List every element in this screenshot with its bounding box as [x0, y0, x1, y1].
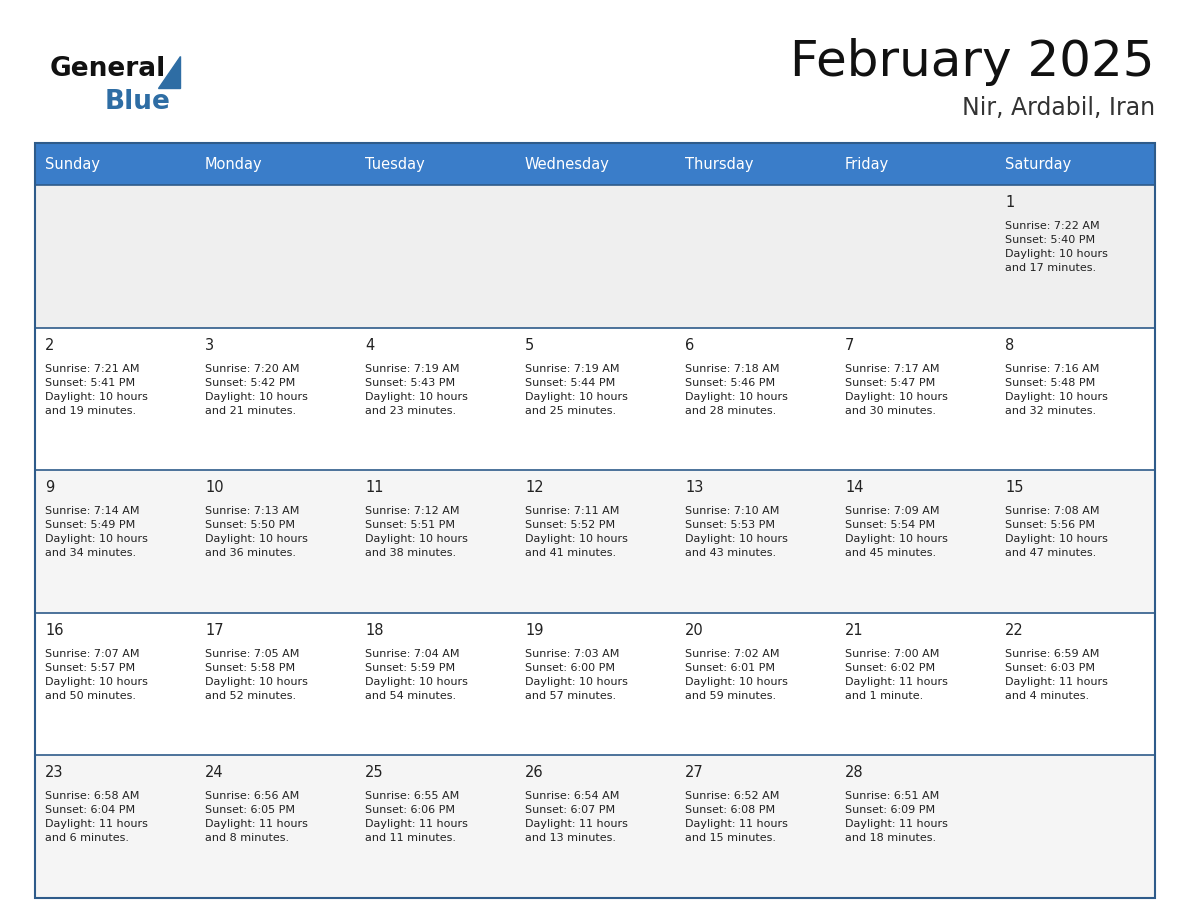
- Text: Sunrise: 7:08 AM
Sunset: 5:56 PM
Daylight: 10 hours
and 47 minutes.: Sunrise: 7:08 AM Sunset: 5:56 PM Dayligh…: [1005, 506, 1108, 558]
- Text: Sunrise: 6:59 AM
Sunset: 6:03 PM
Daylight: 11 hours
and 4 minutes.: Sunrise: 6:59 AM Sunset: 6:03 PM Dayligh…: [1005, 649, 1108, 700]
- Text: 10: 10: [206, 480, 223, 495]
- Bar: [34, 470, 1155, 613]
- Text: 17: 17: [206, 622, 223, 638]
- Text: 25: 25: [365, 766, 384, 780]
- Bar: [835, 143, 996, 185]
- Text: 23: 23: [45, 766, 63, 780]
- Text: Sunrise: 7:20 AM
Sunset: 5:42 PM
Daylight: 10 hours
and 21 minutes.: Sunrise: 7:20 AM Sunset: 5:42 PM Dayligh…: [206, 364, 308, 416]
- Text: February 2025: February 2025: [790, 38, 1155, 86]
- Text: Sunrise: 7:11 AM
Sunset: 5:52 PM
Daylight: 10 hours
and 41 minutes.: Sunrise: 7:11 AM Sunset: 5:52 PM Dayligh…: [525, 506, 628, 558]
- Text: Sunrise: 7:19 AM
Sunset: 5:44 PM
Daylight: 10 hours
and 25 minutes.: Sunrise: 7:19 AM Sunset: 5:44 PM Dayligh…: [525, 364, 628, 416]
- Text: Sunrise: 6:56 AM
Sunset: 6:05 PM
Daylight: 11 hours
and 8 minutes.: Sunrise: 6:56 AM Sunset: 6:05 PM Dayligh…: [206, 791, 308, 844]
- Text: Sunrise: 6:52 AM
Sunset: 6:08 PM
Daylight: 11 hours
and 15 minutes.: Sunrise: 6:52 AM Sunset: 6:08 PM Dayligh…: [685, 791, 788, 844]
- Polygon shape: [158, 56, 181, 88]
- Text: 5: 5: [525, 338, 535, 353]
- Text: 2: 2: [45, 338, 55, 353]
- Text: 7: 7: [845, 338, 854, 353]
- Text: Blue: Blue: [105, 89, 171, 115]
- Text: Sunrise: 7:07 AM
Sunset: 5:57 PM
Daylight: 10 hours
and 50 minutes.: Sunrise: 7:07 AM Sunset: 5:57 PM Dayligh…: [45, 649, 147, 700]
- Text: Thursday: Thursday: [685, 156, 753, 172]
- Text: 21: 21: [845, 622, 864, 638]
- Text: Nir, Ardabil, Iran: Nir, Ardabil, Iran: [962, 96, 1155, 120]
- Text: Sunrise: 6:55 AM
Sunset: 6:06 PM
Daylight: 11 hours
and 11 minutes.: Sunrise: 6:55 AM Sunset: 6:06 PM Dayligh…: [365, 791, 468, 844]
- Text: 9: 9: [45, 480, 55, 495]
- Bar: [34, 143, 195, 185]
- Text: 8: 8: [1005, 338, 1015, 353]
- Bar: [355, 143, 516, 185]
- Text: Sunrise: 7:17 AM
Sunset: 5:47 PM
Daylight: 10 hours
and 30 minutes.: Sunrise: 7:17 AM Sunset: 5:47 PM Dayligh…: [845, 364, 948, 416]
- Text: Sunrise: 7:09 AM
Sunset: 5:54 PM
Daylight: 10 hours
and 45 minutes.: Sunrise: 7:09 AM Sunset: 5:54 PM Dayligh…: [845, 506, 948, 558]
- Bar: [516, 143, 675, 185]
- Text: 12: 12: [525, 480, 544, 495]
- Bar: [34, 613, 1155, 756]
- Text: 28: 28: [845, 766, 864, 780]
- Text: 4: 4: [365, 338, 374, 353]
- Bar: [996, 143, 1155, 185]
- Text: 3: 3: [206, 338, 214, 353]
- Text: Tuesday: Tuesday: [365, 156, 425, 172]
- Text: Sunrise: 6:54 AM
Sunset: 6:07 PM
Daylight: 11 hours
and 13 minutes.: Sunrise: 6:54 AM Sunset: 6:07 PM Dayligh…: [525, 791, 628, 844]
- Text: Sunrise: 7:14 AM
Sunset: 5:49 PM
Daylight: 10 hours
and 34 minutes.: Sunrise: 7:14 AM Sunset: 5:49 PM Dayligh…: [45, 506, 147, 558]
- Text: 18: 18: [365, 622, 384, 638]
- Bar: [34, 328, 1155, 470]
- Text: Sunrise: 7:10 AM
Sunset: 5:53 PM
Daylight: 10 hours
and 43 minutes.: Sunrise: 7:10 AM Sunset: 5:53 PM Dayligh…: [685, 506, 788, 558]
- Text: Sunrise: 6:51 AM
Sunset: 6:09 PM
Daylight: 11 hours
and 18 minutes.: Sunrise: 6:51 AM Sunset: 6:09 PM Dayligh…: [845, 791, 948, 844]
- Text: Sunrise: 7:22 AM
Sunset: 5:40 PM
Daylight: 10 hours
and 17 minutes.: Sunrise: 7:22 AM Sunset: 5:40 PM Dayligh…: [1005, 221, 1108, 273]
- Bar: [34, 143, 1155, 898]
- Text: Sunrise: 7:18 AM
Sunset: 5:46 PM
Daylight: 10 hours
and 28 minutes.: Sunrise: 7:18 AM Sunset: 5:46 PM Dayligh…: [685, 364, 788, 416]
- Text: Sunrise: 7:02 AM
Sunset: 6:01 PM
Daylight: 10 hours
and 59 minutes.: Sunrise: 7:02 AM Sunset: 6:01 PM Dayligh…: [685, 649, 788, 700]
- Text: 6: 6: [685, 338, 694, 353]
- Bar: [34, 756, 1155, 898]
- Text: Sunrise: 7:12 AM
Sunset: 5:51 PM
Daylight: 10 hours
and 38 minutes.: Sunrise: 7:12 AM Sunset: 5:51 PM Dayligh…: [365, 506, 468, 558]
- Text: Sunrise: 7:04 AM
Sunset: 5:59 PM
Daylight: 10 hours
and 54 minutes.: Sunrise: 7:04 AM Sunset: 5:59 PM Dayligh…: [365, 649, 468, 700]
- Text: 22: 22: [1005, 622, 1024, 638]
- Text: 19: 19: [525, 622, 543, 638]
- Text: 13: 13: [685, 480, 703, 495]
- Text: Sunrise: 7:21 AM
Sunset: 5:41 PM
Daylight: 10 hours
and 19 minutes.: Sunrise: 7:21 AM Sunset: 5:41 PM Dayligh…: [45, 364, 147, 416]
- Text: 14: 14: [845, 480, 864, 495]
- Text: 15: 15: [1005, 480, 1024, 495]
- Bar: [675, 143, 835, 185]
- Text: 11: 11: [365, 480, 384, 495]
- Text: Sunrise: 7:03 AM
Sunset: 6:00 PM
Daylight: 10 hours
and 57 minutes.: Sunrise: 7:03 AM Sunset: 6:00 PM Dayligh…: [525, 649, 628, 700]
- Text: Wednesday: Wednesday: [525, 156, 609, 172]
- Text: Sunrise: 6:58 AM
Sunset: 6:04 PM
Daylight: 11 hours
and 6 minutes.: Sunrise: 6:58 AM Sunset: 6:04 PM Dayligh…: [45, 791, 147, 844]
- Text: Sunrise: 7:13 AM
Sunset: 5:50 PM
Daylight: 10 hours
and 36 minutes.: Sunrise: 7:13 AM Sunset: 5:50 PM Dayligh…: [206, 506, 308, 558]
- Text: Monday: Monday: [206, 156, 263, 172]
- Text: Sunday: Sunday: [45, 156, 100, 172]
- Text: Sunrise: 7:19 AM
Sunset: 5:43 PM
Daylight: 10 hours
and 23 minutes.: Sunrise: 7:19 AM Sunset: 5:43 PM Dayligh…: [365, 364, 468, 416]
- Text: 27: 27: [685, 766, 703, 780]
- Text: General: General: [50, 56, 166, 82]
- Text: 1: 1: [1005, 195, 1015, 210]
- Text: 26: 26: [525, 766, 544, 780]
- Text: 16: 16: [45, 622, 63, 638]
- Bar: [195, 143, 355, 185]
- Text: Friday: Friday: [845, 156, 890, 172]
- Text: Sunrise: 7:05 AM
Sunset: 5:58 PM
Daylight: 10 hours
and 52 minutes.: Sunrise: 7:05 AM Sunset: 5:58 PM Dayligh…: [206, 649, 308, 700]
- Text: 24: 24: [206, 766, 223, 780]
- Text: Saturday: Saturday: [1005, 156, 1072, 172]
- Text: Sunrise: 7:00 AM
Sunset: 6:02 PM
Daylight: 11 hours
and 1 minute.: Sunrise: 7:00 AM Sunset: 6:02 PM Dayligh…: [845, 649, 948, 700]
- Text: 20: 20: [685, 622, 703, 638]
- Text: Sunrise: 7:16 AM
Sunset: 5:48 PM
Daylight: 10 hours
and 32 minutes.: Sunrise: 7:16 AM Sunset: 5:48 PM Dayligh…: [1005, 364, 1108, 416]
- Bar: [34, 185, 1155, 328]
